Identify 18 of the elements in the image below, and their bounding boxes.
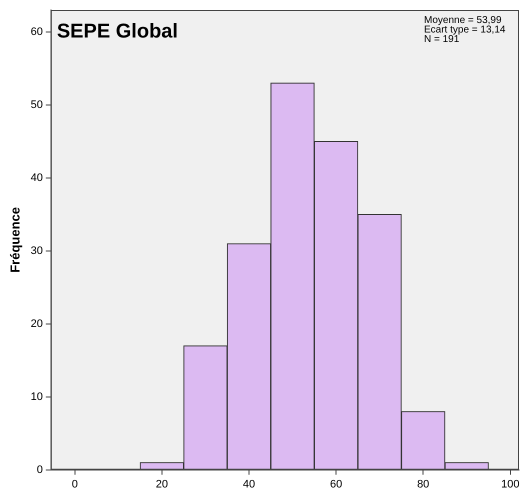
x-tick-label: 100 [501,478,520,490]
y-tick-label: 40 [30,172,43,184]
y-axis-title: Fréquence [7,207,22,273]
y-tick-label: 50 [30,98,43,111]
annotation: Ecart type = 13,14 [424,24,506,36]
y-tick-label: 10 [30,390,43,403]
y-tick-label: 0 [36,464,43,476]
x-tick-label: 60 [330,478,342,490]
annotation: Moyenne = 53,99 [424,14,502,26]
x-tick-label: 0 [72,478,78,490]
y-tick-label: 30 [30,244,43,257]
x-tick-label: 20 [156,478,168,490]
x-tick-label: 80 [417,478,430,490]
y-tick-label: 20 [30,318,43,330]
text: SEPE Global [56,20,178,43]
x-tick-label: 40 [242,478,256,490]
annotation: N = 191 [424,34,460,45]
y-tick-label: 60 [30,26,43,38]
